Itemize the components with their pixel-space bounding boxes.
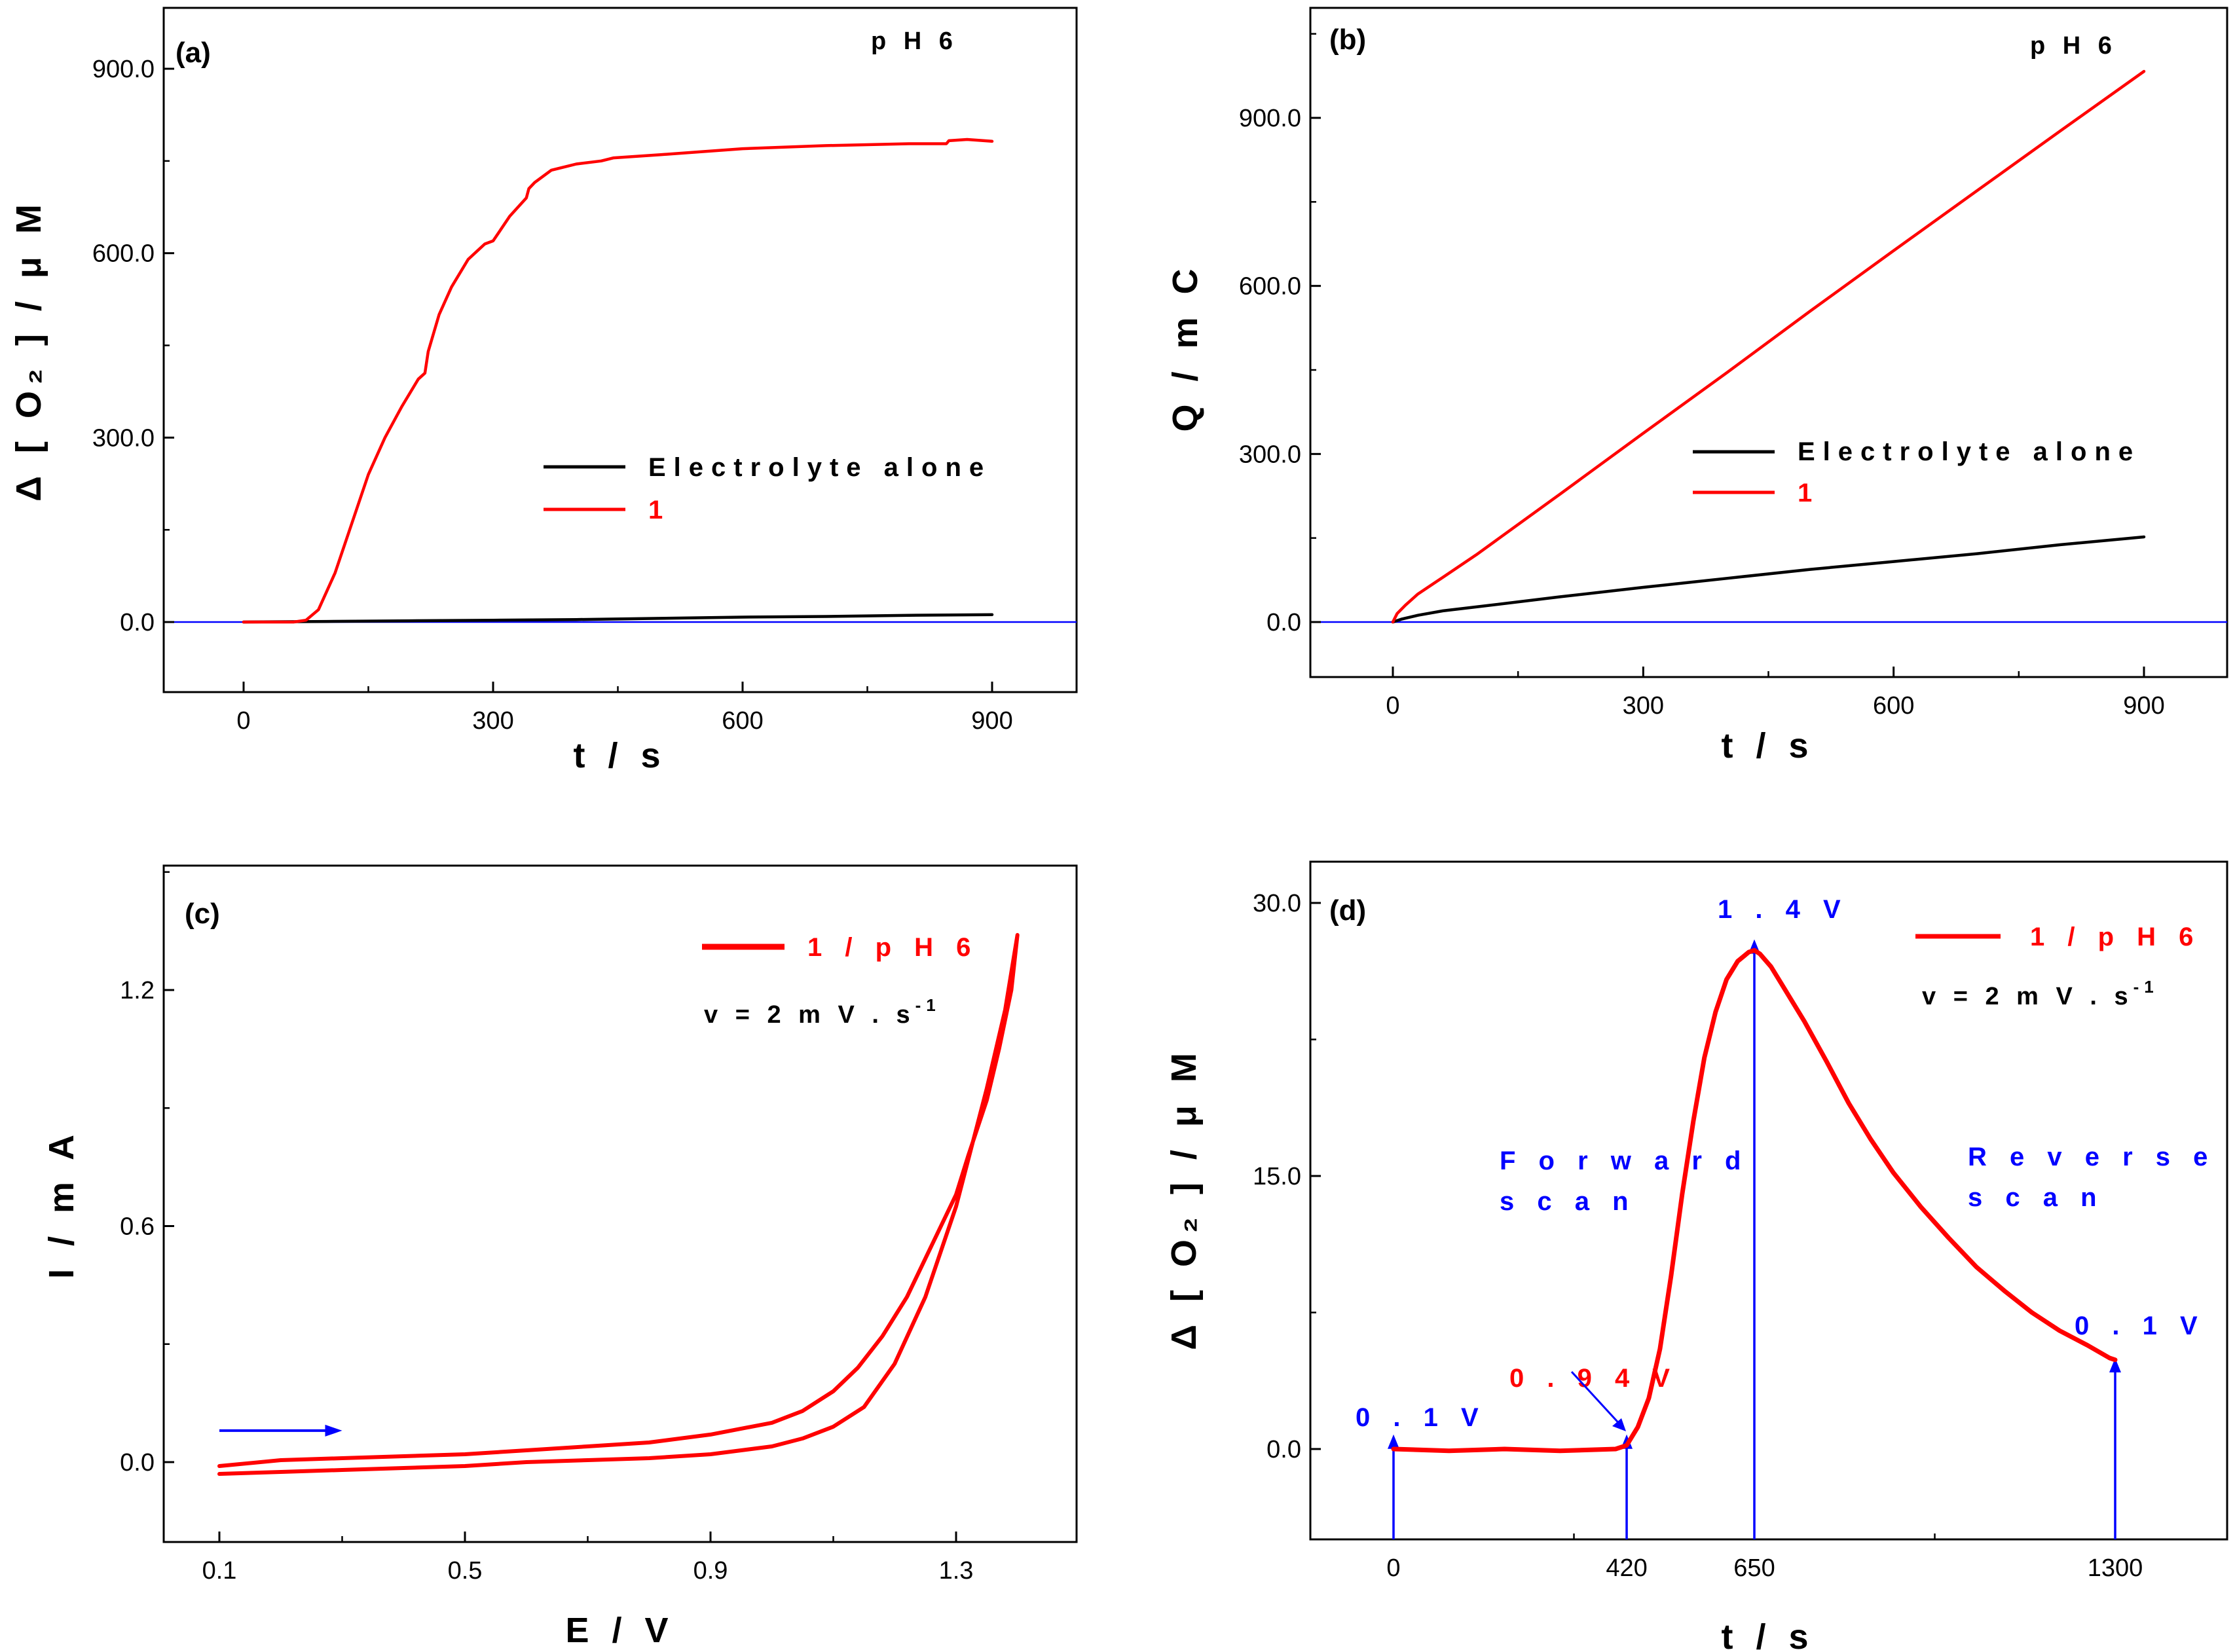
- x-tick-label: 0: [1386, 692, 1399, 720]
- x-tick-label: 0: [236, 707, 250, 735]
- y-tick-label: 15.0: [1253, 1163, 1301, 1190]
- x-tick-label: 600: [1873, 692, 1914, 720]
- x-tick-label: 0.5: [448, 1557, 483, 1585]
- label-reverse: R e v e r s e: [1968, 1143, 2215, 1171]
- scan-direction-arrowhead: [325, 1424, 342, 1437]
- series-electrolyte-alone: [242, 613, 994, 624]
- y-tick-label: 0.6: [120, 1213, 155, 1241]
- scan-rate-note-d-text: v = 2 m V . s: [1922, 983, 2133, 1010]
- x-tick-label: 1.3: [939, 1557, 974, 1585]
- panel-label-d: (d): [1329, 894, 1366, 927]
- legend-label-c: 1 / p H 6: [807, 933, 978, 962]
- x-tick-label: 600: [722, 707, 763, 735]
- y-tick-label: 1.2: [120, 977, 155, 1004]
- y-tick-label: 900.0: [1239, 105, 1301, 132]
- x-axis-label-d: t / s: [1721, 1617, 1815, 1652]
- panel-label-a: (a): [175, 37, 211, 69]
- panel-c: 0.1 0.5 0.9 1.3 0.0 0.6 1.2 (c) 1 / p H 6 v = …: [42, 864, 1078, 1650]
- y-axis-label-a: Δ [ O₂ ] / μ M: [9, 198, 48, 502]
- y-axis-label-d: Δ [ O₂ ] / μ M: [1164, 1046, 1204, 1350]
- series-1-ph6: [217, 932, 1020, 1476]
- plot-frame-a: [162, 7, 1078, 693]
- legend-label-1-a: 1: [648, 496, 671, 524]
- pointer-0-94V: [1570, 1370, 1624, 1429]
- series-1: [1391, 69, 2146, 624]
- y-tick-label: 300.0: [92, 424, 155, 452]
- y-tick-label: 30.0: [1253, 890, 1301, 917]
- scan-rate-note-d: v = 2 m V . s-1: [1922, 977, 2159, 1010]
- panel-d: 0 420 650 1300 0.0 15.0 30.0 (d) 1 / p H 6 v =…: [1164, 860, 2228, 1652]
- x-tick-label: 650: [1733, 1554, 1775, 1582]
- label-forward-scan: s c a n: [1500, 1187, 1636, 1216]
- y-tick-label: 600.0: [92, 240, 155, 268]
- y-tick-label: 0.0: [1266, 609, 1301, 636]
- label-1-4V: 1 . 4 V: [1718, 895, 1849, 924]
- x-tick-label: 0.1: [202, 1557, 237, 1585]
- x-tick-label: 300: [1623, 692, 1664, 720]
- panel-label-c: (c): [185, 898, 220, 930]
- scan-rate-note-d-sup: -1: [2133, 977, 2159, 997]
- ph-annotation-b: p H 6: [2030, 32, 2117, 60]
- legend-label-electrolyte-b: Electrolyte alone: [1798, 437, 2141, 466]
- x-tick-label: 0: [1386, 1554, 1400, 1582]
- panel-a: 0 300 600 900 0.0 300.0 600.0 900.0 (a) p H 6 E…: [9, 7, 1078, 775]
- y-tick-label: 300.0: [1239, 441, 1301, 468]
- x-tick-label: 420: [1606, 1554, 1647, 1582]
- series-electrolyte-alone: [1391, 535, 2146, 624]
- y-tick-label: 0.0: [120, 609, 155, 636]
- x-tick-label: 900: [971, 707, 1012, 735]
- potential-marker-arrowhead: [1388, 1434, 1399, 1449]
- scan-rate-note-c: v = 2 m V . s-1: [704, 995, 941, 1029]
- label-0-94V: 0 . 9 4 V: [1509, 1364, 1678, 1393]
- label-reverse-scan: s c a n: [1968, 1183, 2105, 1212]
- legend-label-electrolyte-a: Electrolyte alone: [648, 453, 991, 482]
- x-axis-label-b: t / s: [1721, 726, 1815, 765]
- scan-rate-note-c-text: v = 2 m V . s: [704, 1001, 915, 1029]
- x-tick-label: 0.9: [693, 1557, 728, 1585]
- x-axis-label-a: t / s: [573, 736, 667, 775]
- label-forward: F o r w a r d: [1500, 1147, 1748, 1175]
- y-tick-label: 900.0: [92, 56, 155, 83]
- y-axis-label-b: Q / m C: [1166, 262, 1205, 431]
- series-1-ph6: [1391, 947, 2118, 1454]
- panel-label-b: (b): [1329, 24, 1366, 56]
- series-1: [242, 138, 994, 624]
- y-tick-label: 0.0: [1266, 1436, 1301, 1463]
- plot-frame-d: [1309, 860, 2228, 1541]
- y-tick-label: 0.0: [120, 1449, 155, 1477]
- x-tick-label: 900: [2123, 692, 2164, 720]
- y-tick-label: 600.0: [1239, 273, 1301, 301]
- x-tick-label: 1300: [2088, 1554, 2143, 1582]
- y-axis-label-c: I / m A: [42, 1128, 81, 1279]
- label-0-1V-end: 0 . 1 V: [2075, 1312, 2206, 1340]
- ph-annotation-a: p H 6: [871, 28, 958, 55]
- potential-marker-arrowhead: [2109, 1358, 2121, 1372]
- legend-label-1-b: 1: [1798, 479, 1820, 507]
- panel-b: 0 300 600 900 0.0 300.0 600.0 900.0 (b) p H 6 E…: [1166, 7, 2228, 765]
- x-axis-label-c: E / V: [565, 1611, 674, 1650]
- legend-label-d: 1 / p H 6: [2030, 923, 2201, 951]
- pointer-0-94V-head: [1612, 1418, 1626, 1431]
- scan-rate-note-c-sup: -1: [915, 995, 941, 1015]
- label-0-1V-start: 0 . 1 V: [1356, 1403, 1487, 1432]
- plot-frame-c: [162, 864, 1078, 1543]
- x-tick-label: 300: [472, 707, 513, 735]
